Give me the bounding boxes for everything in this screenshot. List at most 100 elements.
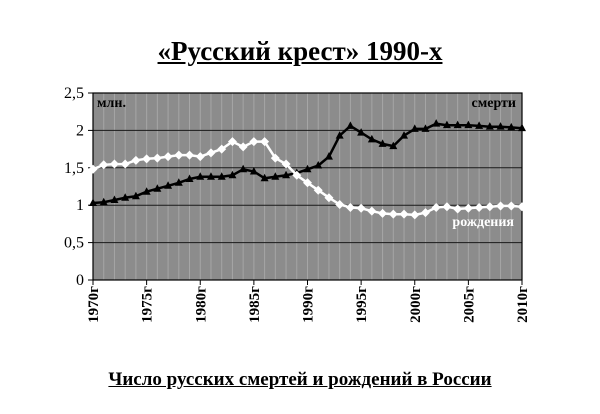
series-label-births: рождения xyxy=(452,215,514,230)
data-point-births xyxy=(378,208,388,218)
data-point-births xyxy=(109,159,119,169)
data-point-deaths xyxy=(324,152,333,160)
data-point-births xyxy=(163,152,173,162)
data-point-births xyxy=(485,202,495,212)
data-point-deaths xyxy=(153,184,162,192)
data-point-deaths xyxy=(453,120,462,129)
data-point-births xyxy=(174,150,184,160)
series-group xyxy=(88,119,527,220)
data-point-deaths xyxy=(378,139,387,147)
data-point-births xyxy=(431,202,441,212)
data-point-deaths xyxy=(164,181,173,189)
data-point-births xyxy=(142,154,152,164)
data-point-births xyxy=(388,209,398,219)
data-point-births xyxy=(496,201,506,211)
y-tick-label: 2,5 xyxy=(64,85,84,102)
data-point-deaths xyxy=(239,164,248,173)
data-point-deaths xyxy=(421,124,430,132)
data-point-deaths xyxy=(249,167,258,175)
data-point-births xyxy=(335,199,345,209)
data-point-births xyxy=(324,193,334,203)
data-point-births xyxy=(356,203,366,213)
data-point-deaths xyxy=(282,170,291,179)
x-tick-label: 1970г xyxy=(86,286,102,323)
data-point-births xyxy=(453,204,463,214)
data-point-deaths xyxy=(174,178,183,186)
y-tick-label: 1,5 xyxy=(64,160,84,177)
x-tick-label: 1985г xyxy=(247,286,263,323)
x-tick-label: 2000г xyxy=(408,286,424,323)
data-point-births xyxy=(345,202,355,212)
data-point-deaths xyxy=(442,120,451,129)
data-point-births xyxy=(506,201,516,211)
series-label-deaths: смерти xyxy=(471,96,516,111)
data-point-births xyxy=(152,153,162,163)
data-point-deaths xyxy=(271,172,280,180)
data-point-deaths xyxy=(110,195,119,203)
data-point-births xyxy=(131,155,141,165)
data-point-births xyxy=(217,144,227,154)
x-tick-label: 1980г xyxy=(193,286,209,323)
data-point-births xyxy=(260,137,270,147)
data-point-births xyxy=(517,202,527,212)
data-point-deaths xyxy=(196,172,205,180)
data-point-births xyxy=(206,148,216,158)
data-point-births xyxy=(313,185,323,195)
data-point-deaths xyxy=(357,128,366,136)
data-point-deaths xyxy=(314,161,323,169)
data-point-births xyxy=(367,206,377,216)
x-tick-label: 2010г xyxy=(515,286,531,323)
data-point-deaths xyxy=(217,172,226,180)
chart-caption: Число русских смертей и рождений в Росси… xyxy=(108,369,492,390)
data-point-births xyxy=(442,202,452,212)
y-tick-label: 0 xyxy=(76,272,84,289)
data-point-deaths xyxy=(260,173,269,182)
x-tick-label: 1990г xyxy=(301,286,317,323)
data-point-births xyxy=(227,137,237,147)
data-point-births xyxy=(410,210,420,220)
data-point-births xyxy=(303,178,312,188)
data-point-births xyxy=(249,137,259,147)
data-point-deaths xyxy=(206,172,215,180)
data-point-deaths xyxy=(389,141,398,150)
x-tick-label: 2005г xyxy=(461,286,477,323)
data-point-deaths xyxy=(410,124,419,132)
x-tick-label: 1975г xyxy=(140,286,156,323)
data-point-deaths xyxy=(335,131,344,139)
x-axis-ticks: 1970г 1975г 1980г 1985г 1990г 1995г 2000г 2005г… xyxy=(86,280,531,323)
data-point-births xyxy=(120,159,130,169)
data-point-deaths xyxy=(518,123,526,132)
y-tick-label: 2 xyxy=(76,122,84,139)
data-point-births xyxy=(88,164,98,174)
data-point-deaths xyxy=(99,197,108,206)
data-point-births xyxy=(281,159,291,169)
data-point-births xyxy=(99,160,109,170)
x-tick-label: 1995г xyxy=(354,286,370,323)
y-axis-ticks: 0 0,5 1 1,5 2 2,5 xyxy=(64,85,93,289)
data-point-deaths xyxy=(142,187,151,195)
data-point-deaths xyxy=(475,121,484,129)
y-tick-label: 0,5 xyxy=(64,235,84,252)
data-point-births xyxy=(292,170,302,180)
data-point-births xyxy=(270,153,280,163)
data-point-deaths xyxy=(303,164,312,173)
data-point-births xyxy=(185,150,195,160)
data-point-deaths xyxy=(400,131,409,139)
data-point-births xyxy=(195,152,205,162)
data-point-deaths xyxy=(131,191,140,200)
data-point-births xyxy=(420,208,430,218)
data-point-deaths xyxy=(507,122,516,131)
y-axis-label: млн. xyxy=(97,96,126,111)
data-point-deaths xyxy=(89,198,97,206)
chart-title: «Русский крест» 1990-х xyxy=(157,36,443,66)
data-point-deaths xyxy=(346,121,355,129)
data-point-deaths xyxy=(228,170,237,179)
data-point-deaths xyxy=(496,122,505,130)
data-point-births xyxy=(238,142,248,152)
data-point-deaths xyxy=(185,174,194,183)
data-point-births xyxy=(399,209,409,219)
data-point-deaths xyxy=(121,193,130,201)
data-point-deaths xyxy=(485,122,494,130)
data-point-deaths xyxy=(464,120,473,129)
